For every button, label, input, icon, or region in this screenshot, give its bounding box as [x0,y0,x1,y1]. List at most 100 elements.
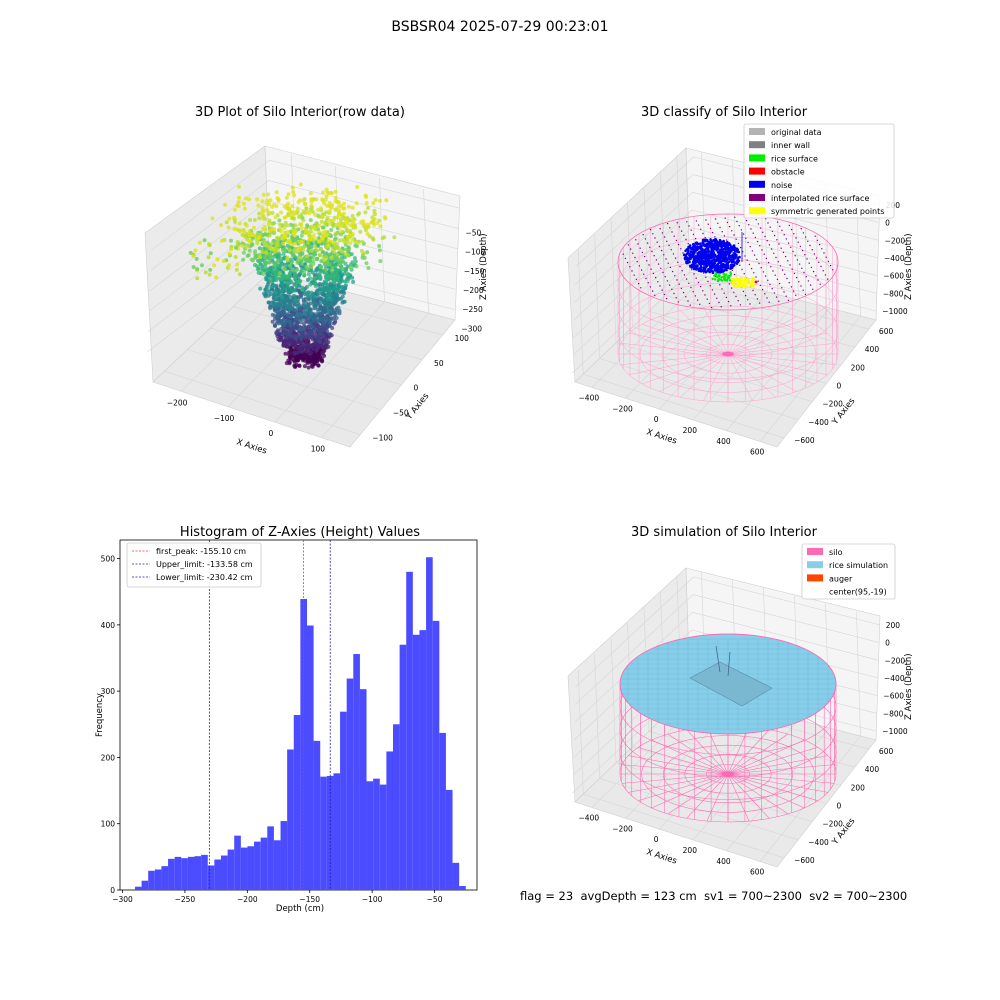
raw-point [295,350,300,355]
interpolated-point [652,272,655,275]
raw-point [319,318,324,323]
interpolated-point [702,272,705,274]
raw-point [274,330,279,335]
interpolated-point [758,262,760,265]
raw-point [255,264,260,269]
raw-point [318,285,323,290]
raw-point [280,223,285,228]
raw-point [313,244,318,249]
z-tick-label: −250 [462,305,483,314]
interpolated-point [782,251,785,254]
raw-point [314,257,319,262]
raw-point [247,197,252,202]
raw-point [261,268,266,272]
interpolated-point [781,287,783,289]
raw-point [270,269,275,274]
interpolated-point [713,293,716,295]
interpolated-point [711,231,714,234]
interpolated-point [723,292,725,294]
raw-point [328,252,333,257]
noise-point [722,247,726,251]
raw-point [355,240,360,245]
interpolated-point [733,291,735,293]
x-tick-label: 200 [683,846,698,855]
noise-point [704,258,707,261]
raw-point [293,283,298,288]
rice-surface-point [727,277,730,280]
interpolated-point [762,271,765,273]
raw-point [355,185,360,189]
raw-point [311,328,316,333]
interpolated-point [740,229,743,231]
interpolated-point [640,287,642,289]
raw-point [318,354,322,359]
noise-point [695,264,699,267]
raw-point [232,207,237,212]
raw-point [258,254,263,259]
status-footer: flag = 23 avgDepth = 123 cm sv1 = 700~23… [520,889,907,903]
interpolated-point [734,216,736,218]
raw-point [267,267,272,272]
interpolated-point [793,272,796,275]
raw-point [295,259,300,263]
raw-point [304,254,309,259]
raw-point [235,240,240,244]
interpolated-point [766,240,768,242]
histogram-bar [346,678,354,890]
raw-point [247,229,252,234]
interpolated-point [657,263,660,265]
raw-point [302,273,307,278]
interpolated-point [765,257,768,260]
raw-point [285,340,290,345]
noise-point [697,269,701,273]
raw-point [255,241,260,246]
noise-point [704,238,708,242]
interpolated-point [660,249,663,252]
interpolated-point [697,224,700,226]
interpolated-point [747,299,749,301]
noise-point [726,266,730,270]
interpolated-point [809,244,811,247]
raw-point [223,202,227,207]
interpolated-point [743,273,745,275]
raw-point [320,197,325,202]
raw-point [350,260,355,265]
noise-point [704,254,708,258]
histogram-bar [273,840,281,890]
raw-point [320,225,325,230]
symmetric-point [751,283,755,287]
raw-point [270,204,275,209]
interpolated-point [644,238,647,240]
raw-point [317,314,322,319]
legend-entry: center(95,-19) [829,588,887,597]
legend-swatch [807,548,823,555]
raw-point [287,248,292,253]
noise-point [699,266,703,269]
interpolated-point [767,261,770,264]
raw-point [272,307,277,312]
raw-point [237,272,242,277]
raw-point [343,261,348,266]
z-tick-label: −600 [883,692,904,701]
raw-point [383,216,388,221]
raw-point [266,222,271,227]
interpolated-point [707,280,709,283]
histogram-bar [220,855,228,890]
legend-entry: first_peak: -155.10 cm [156,547,246,556]
interpolated-point [648,264,650,266]
raw-point [294,307,299,312]
noise-point [720,252,723,256]
interpolated-point [718,301,720,304]
interpolated-point [633,274,635,276]
raw-point [348,233,352,237]
legend-swatch [749,141,765,149]
raw-point [363,210,368,215]
raw-point [303,312,308,317]
raw-point [241,257,246,262]
raw-point [326,274,331,279]
interpolated-point [663,236,666,238]
interpolated-point [775,256,777,259]
rice-surface-point [713,278,717,281]
raw-point [345,235,350,240]
interpolated-point [752,232,754,234]
